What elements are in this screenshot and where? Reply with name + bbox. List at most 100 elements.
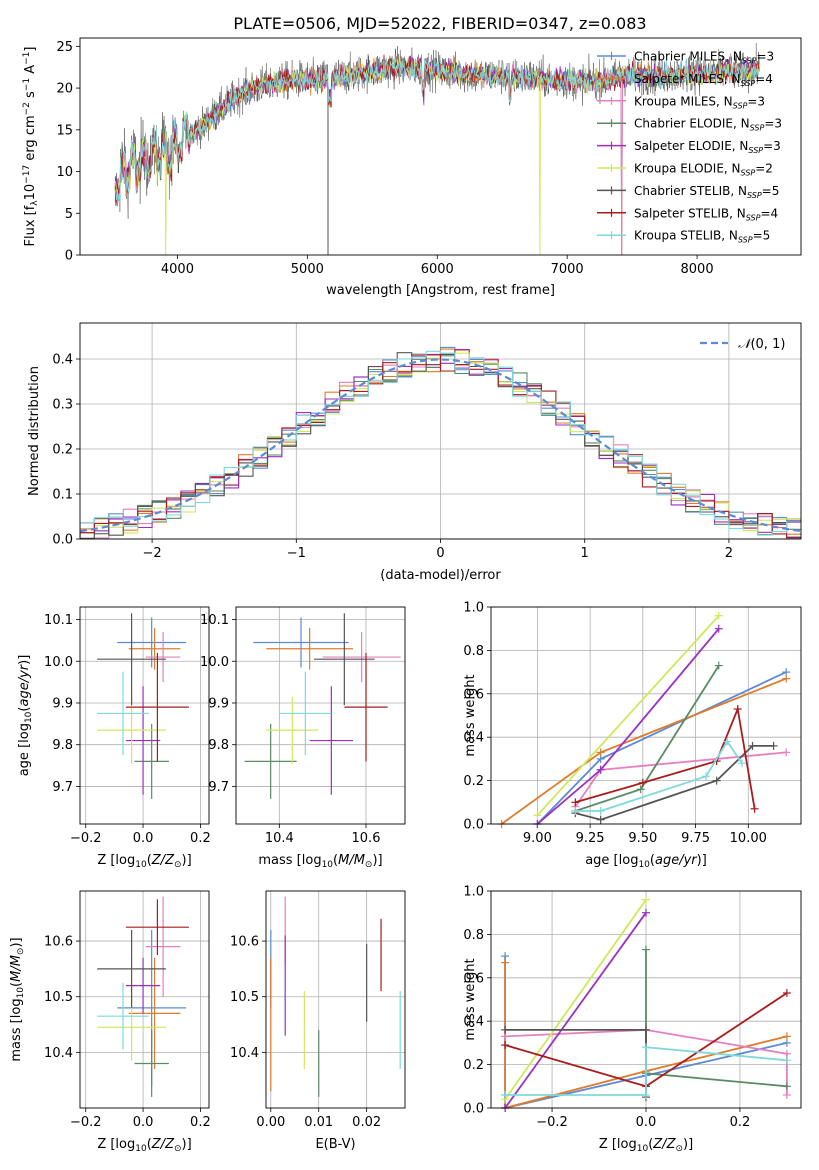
y-tick-label: 20: [56, 82, 73, 97]
x-tick-label: 9.25: [576, 831, 605, 846]
residuals-axes: −2 −1 0 1 2 0.0 0.1 0.2 0.3 0.4: [52, 323, 802, 561]
legend-label-part: SSP: [748, 146, 763, 155]
x-tick-label: 0.2: [730, 1115, 751, 1130]
y-axis-label: Normed distribution: [27, 366, 42, 496]
y-tick-label: 10.5: [230, 990, 259, 1005]
x-tick-label: −1: [287, 546, 306, 561]
y-tick-label: 10.0: [200, 655, 229, 670]
y-tick-label: 9.9: [208, 696, 229, 711]
legend-entry: Chabrier STELIB, NSSP=5: [597, 184, 779, 200]
x-tick-label: 0: [436, 546, 444, 561]
spectrum-line-7: [114, 54, 760, 207]
y-tick-label: 0.0: [52, 533, 73, 548]
legend-label-part: SSP: [746, 213, 761, 222]
y-tick-label: 5: [65, 207, 73, 222]
figure-title: PLATE=0506, MJD=52022, FIBERID=0347, z=0…: [233, 14, 646, 33]
legend-label-part: Kroupa ELODIE, N: [634, 162, 741, 176]
x-axis-label: Z [log10(Z/Z⊙)]: [97, 1137, 191, 1154]
x-tick-label: 8000: [681, 262, 714, 277]
massweight_vs_age-frame: [490, 606, 802, 825]
legend-entry: Kroupa STELIB, NSSP=5: [597, 229, 770, 245]
x-axis-label-part: Z [log: [599, 1137, 637, 1152]
x-axis-label-part: )]: [372, 853, 382, 868]
y-tick-label: 10.6: [44, 935, 73, 950]
age_vs_mass-frame: [235, 606, 406, 825]
y-tick-label: 0.8: [463, 928, 484, 943]
x-axis-label: mass [log10(M/M⊙)]: [258, 853, 382, 870]
y-tick-label: 0.3: [52, 398, 73, 413]
legend-label: Chabrier STELIB, NSSP=5: [634, 184, 779, 200]
legend-label: Salpeter ELODIE, NSSP=3: [634, 139, 781, 155]
legend-label-part: SSP: [741, 79, 756, 88]
y-tick-label: 10.4: [44, 1046, 73, 1061]
mass-weight-line-8: [505, 1046, 787, 1096]
legend-label-part: (0, 1): [750, 337, 785, 352]
y-axis-label-part: −1: [22, 78, 32, 91]
x-axis-label-part: age/yr: [655, 853, 698, 868]
y-axis-label-part: mass [log: [9, 998, 24, 1061]
plot-layer: 4000 5000 6000 7000 80000510152025wavelength…: [9, 37, 802, 1154]
y-tick-label: 10.4: [230, 1046, 259, 1061]
y-axis-label-part: −1: [22, 52, 32, 65]
legend-label: Kroupa ELODIE, NSSP=2: [634, 162, 773, 178]
x-axis-label: wavelength [Angstrom, rest frame]: [326, 283, 555, 298]
y-axis-label: age [log10(age/yr)]: [17, 655, 34, 777]
y-tick-label: 0.0: [463, 818, 484, 833]
mass_vs_Z-axes: −0.2 0.0 0.2 10.4 10.5 10.6: [44, 891, 211, 1130]
x-tick-label: 6000: [421, 262, 454, 277]
massweight_vs_Z-frame: [490, 890, 802, 1109]
y-tick-label: 0.2: [52, 443, 73, 458]
x-axis-label-part: 10: [322, 860, 334, 870]
legend-label-part: =3: [747, 94, 765, 108]
x-tick-label: −0.2: [70, 831, 102, 846]
y-tick-label: 0: [65, 249, 73, 264]
massweight_vs_Z-axes: −0.2 0.0 0.2 0.0 0.2 0.4 0.6 0.8 1.0: [463, 885, 801, 1130]
y-tick-label: 10.5: [44, 990, 73, 1005]
x-axis-label-part: Z [log: [97, 1137, 135, 1152]
ebv_vs_mass-axes: 0.00 0.01 0.02 10.4 10.5 10.6: [230, 891, 405, 1130]
y-axis-label-part: age/yr: [17, 663, 32, 706]
y-tick-label: 9.9: [52, 696, 73, 711]
y-tick-label: 10.0: [44, 655, 73, 670]
y-tick-label: 10: [56, 165, 73, 180]
mass-weight-line-5: [504, 899, 647, 1100]
legend-label: 𝒩(0, 1): [738, 337, 785, 352]
x-tick-label: 1: [581, 546, 589, 561]
y-axis-label-part: Flux [f: [23, 205, 38, 246]
legend-entry: Salpeter STELIB, NSSP=4: [597, 206, 778, 222]
y-tick-label: 0.4: [463, 731, 484, 746]
legend-label-part: Chabrier ELODIE, N: [634, 117, 750, 131]
y-tick-label: 9.8: [52, 738, 73, 753]
mass_vs_Z-frame: [79, 890, 210, 1109]
y-axis-label-part: 10: [16, 987, 26, 999]
y-axis-label-part: 10: [23, 184, 38, 201]
x-axis-label-part: ⊙: [174, 1144, 182, 1154]
x-tick-label: 9.75: [681, 831, 710, 846]
legend-label-part: =5: [762, 184, 780, 198]
y-axis-label: Flux [fλ10−17 erg cm−2 s−1 A−1]: [22, 47, 40, 247]
legend-entry: Kroupa MILES, NSSP=3: [597, 94, 765, 110]
x-tick-label: 4000: [161, 262, 194, 277]
y-tick-label: 9.7: [52, 780, 73, 795]
legend-label-part: =2: [755, 162, 773, 176]
x-axis-label-part: (: [650, 853, 655, 868]
y-axis-label-part: −17: [22, 165, 32, 184]
legend-label-part: Chabrier STELIB, N: [634, 184, 747, 198]
x-axis-label: Z [log10(Z/Z⊙)]: [599, 1137, 693, 1154]
y-axis-label-part: ]: [23, 47, 38, 52]
x-axis-label-part: Z/Z: [652, 1137, 676, 1152]
legend-label-part: =3: [756, 50, 774, 64]
x-axis-label-part: )]: [697, 853, 707, 868]
y-tick-label: 1.0: [463, 601, 484, 616]
x-tick-label: 5000: [291, 262, 324, 277]
x-tick-label: 7000: [551, 262, 584, 277]
x-tick-label: 9.00: [523, 831, 552, 846]
legend-label-part: SSP: [738, 236, 753, 245]
massweight_vs_age-axes: 9.00 9.25 9.50 9.75 10.00 0.0 0.2 0.4 0.6 0.8 1.0: [463, 601, 801, 846]
x-axis-label: E(B-V): [315, 1137, 355, 1152]
legend-label-part: SSP: [750, 124, 765, 133]
mass-weight-line-4: [536, 628, 720, 824]
x-axis-label-part: Z/Z: [151, 853, 175, 868]
y-tick-label: 0.6: [463, 971, 484, 986]
